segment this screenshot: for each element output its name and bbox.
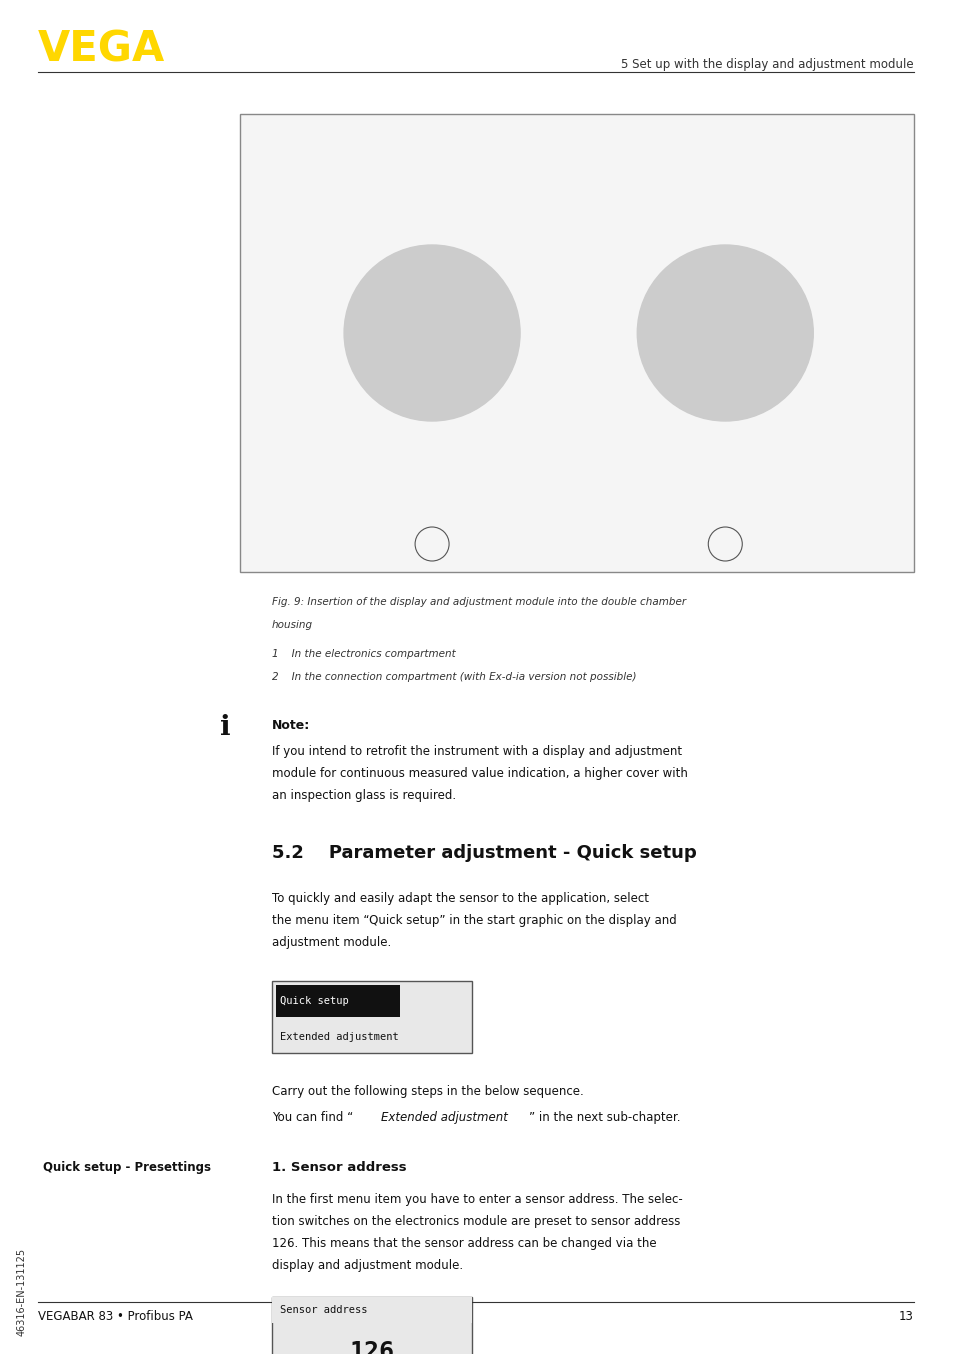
Text: Sensor address: Sensor address — [280, 1305, 367, 1315]
Bar — [272, 1297, 472, 1354]
Bar — [272, 1297, 472, 1323]
Bar — [272, 982, 472, 1053]
Circle shape — [344, 245, 519, 421]
Text: Carry out the following steps in the below sequence.: Carry out the following steps in the bel… — [272, 1085, 583, 1098]
Text: 5 Set up with the display and adjustment module: 5 Set up with the display and adjustment… — [620, 58, 913, 70]
Text: display and adjustment module.: display and adjustment module. — [272, 1259, 462, 1271]
Text: Fig. 9: Insertion of the display and adjustment module into the double chamber: Fig. 9: Insertion of the display and adj… — [272, 597, 685, 607]
Text: In the first menu item you have to enter a sensor address. The selec-: In the first menu item you have to enter… — [272, 1193, 682, 1206]
Bar — [275, 984, 399, 1017]
Text: 126: 126 — [349, 1340, 395, 1354]
Text: the menu item “Quick setup” in the start graphic on the display and: the menu item “Quick setup” in the start… — [272, 914, 676, 927]
Text: module for continuous measured value indication, a higher cover with: module for continuous measured value ind… — [272, 766, 687, 780]
Text: To quickly and easily adapt the sensor to the application, select: To quickly and easily adapt the sensor t… — [272, 892, 648, 904]
Text: 1    In the electronics compartment: 1 In the electronics compartment — [272, 649, 456, 659]
Text: 1. Sensor address: 1. Sensor address — [272, 1160, 406, 1174]
Text: adjustment module.: adjustment module. — [272, 936, 391, 949]
Text: 13: 13 — [898, 1311, 913, 1323]
Text: If you intend to retrofit the instrument with a display and adjustment: If you intend to retrofit the instrument… — [272, 745, 681, 758]
Text: You can find “: You can find “ — [272, 1112, 353, 1124]
Text: 5.2    Parameter adjustment - Quick setup: 5.2 Parameter adjustment - Quick setup — [272, 844, 696, 862]
Text: 2    In the connection compartment (with Ex-d-ia version not possible): 2 In the connection compartment (with Ex… — [272, 672, 636, 682]
Text: i: i — [219, 714, 230, 741]
Text: ” in the next sub-chapter.: ” in the next sub-chapter. — [529, 1112, 680, 1124]
Text: VEGA: VEGA — [38, 28, 165, 70]
Bar — [240, 114, 913, 571]
Text: VEGABAR 83 • Profibus PA: VEGABAR 83 • Profibus PA — [38, 1311, 193, 1323]
Text: 126. This means that the sensor address can be changed via the: 126. This means that the sensor address … — [272, 1238, 656, 1250]
Text: housing: housing — [272, 620, 313, 630]
Text: an inspection glass is required.: an inspection glass is required. — [272, 789, 456, 802]
Text: Quick setup: Quick setup — [280, 995, 349, 1006]
Text: Note:: Note: — [272, 719, 310, 733]
Text: tion switches on the electronics module are preset to sensor address: tion switches on the electronics module … — [272, 1215, 679, 1228]
Circle shape — [637, 245, 812, 421]
Text: Quick setup - Presettings: Quick setup - Presettings — [43, 1160, 211, 1174]
Text: Extended adjustment: Extended adjustment — [280, 1032, 398, 1043]
Text: Extended adjustment: Extended adjustment — [381, 1112, 508, 1124]
Text: 46316-EN-131125: 46316-EN-131125 — [17, 1248, 27, 1336]
